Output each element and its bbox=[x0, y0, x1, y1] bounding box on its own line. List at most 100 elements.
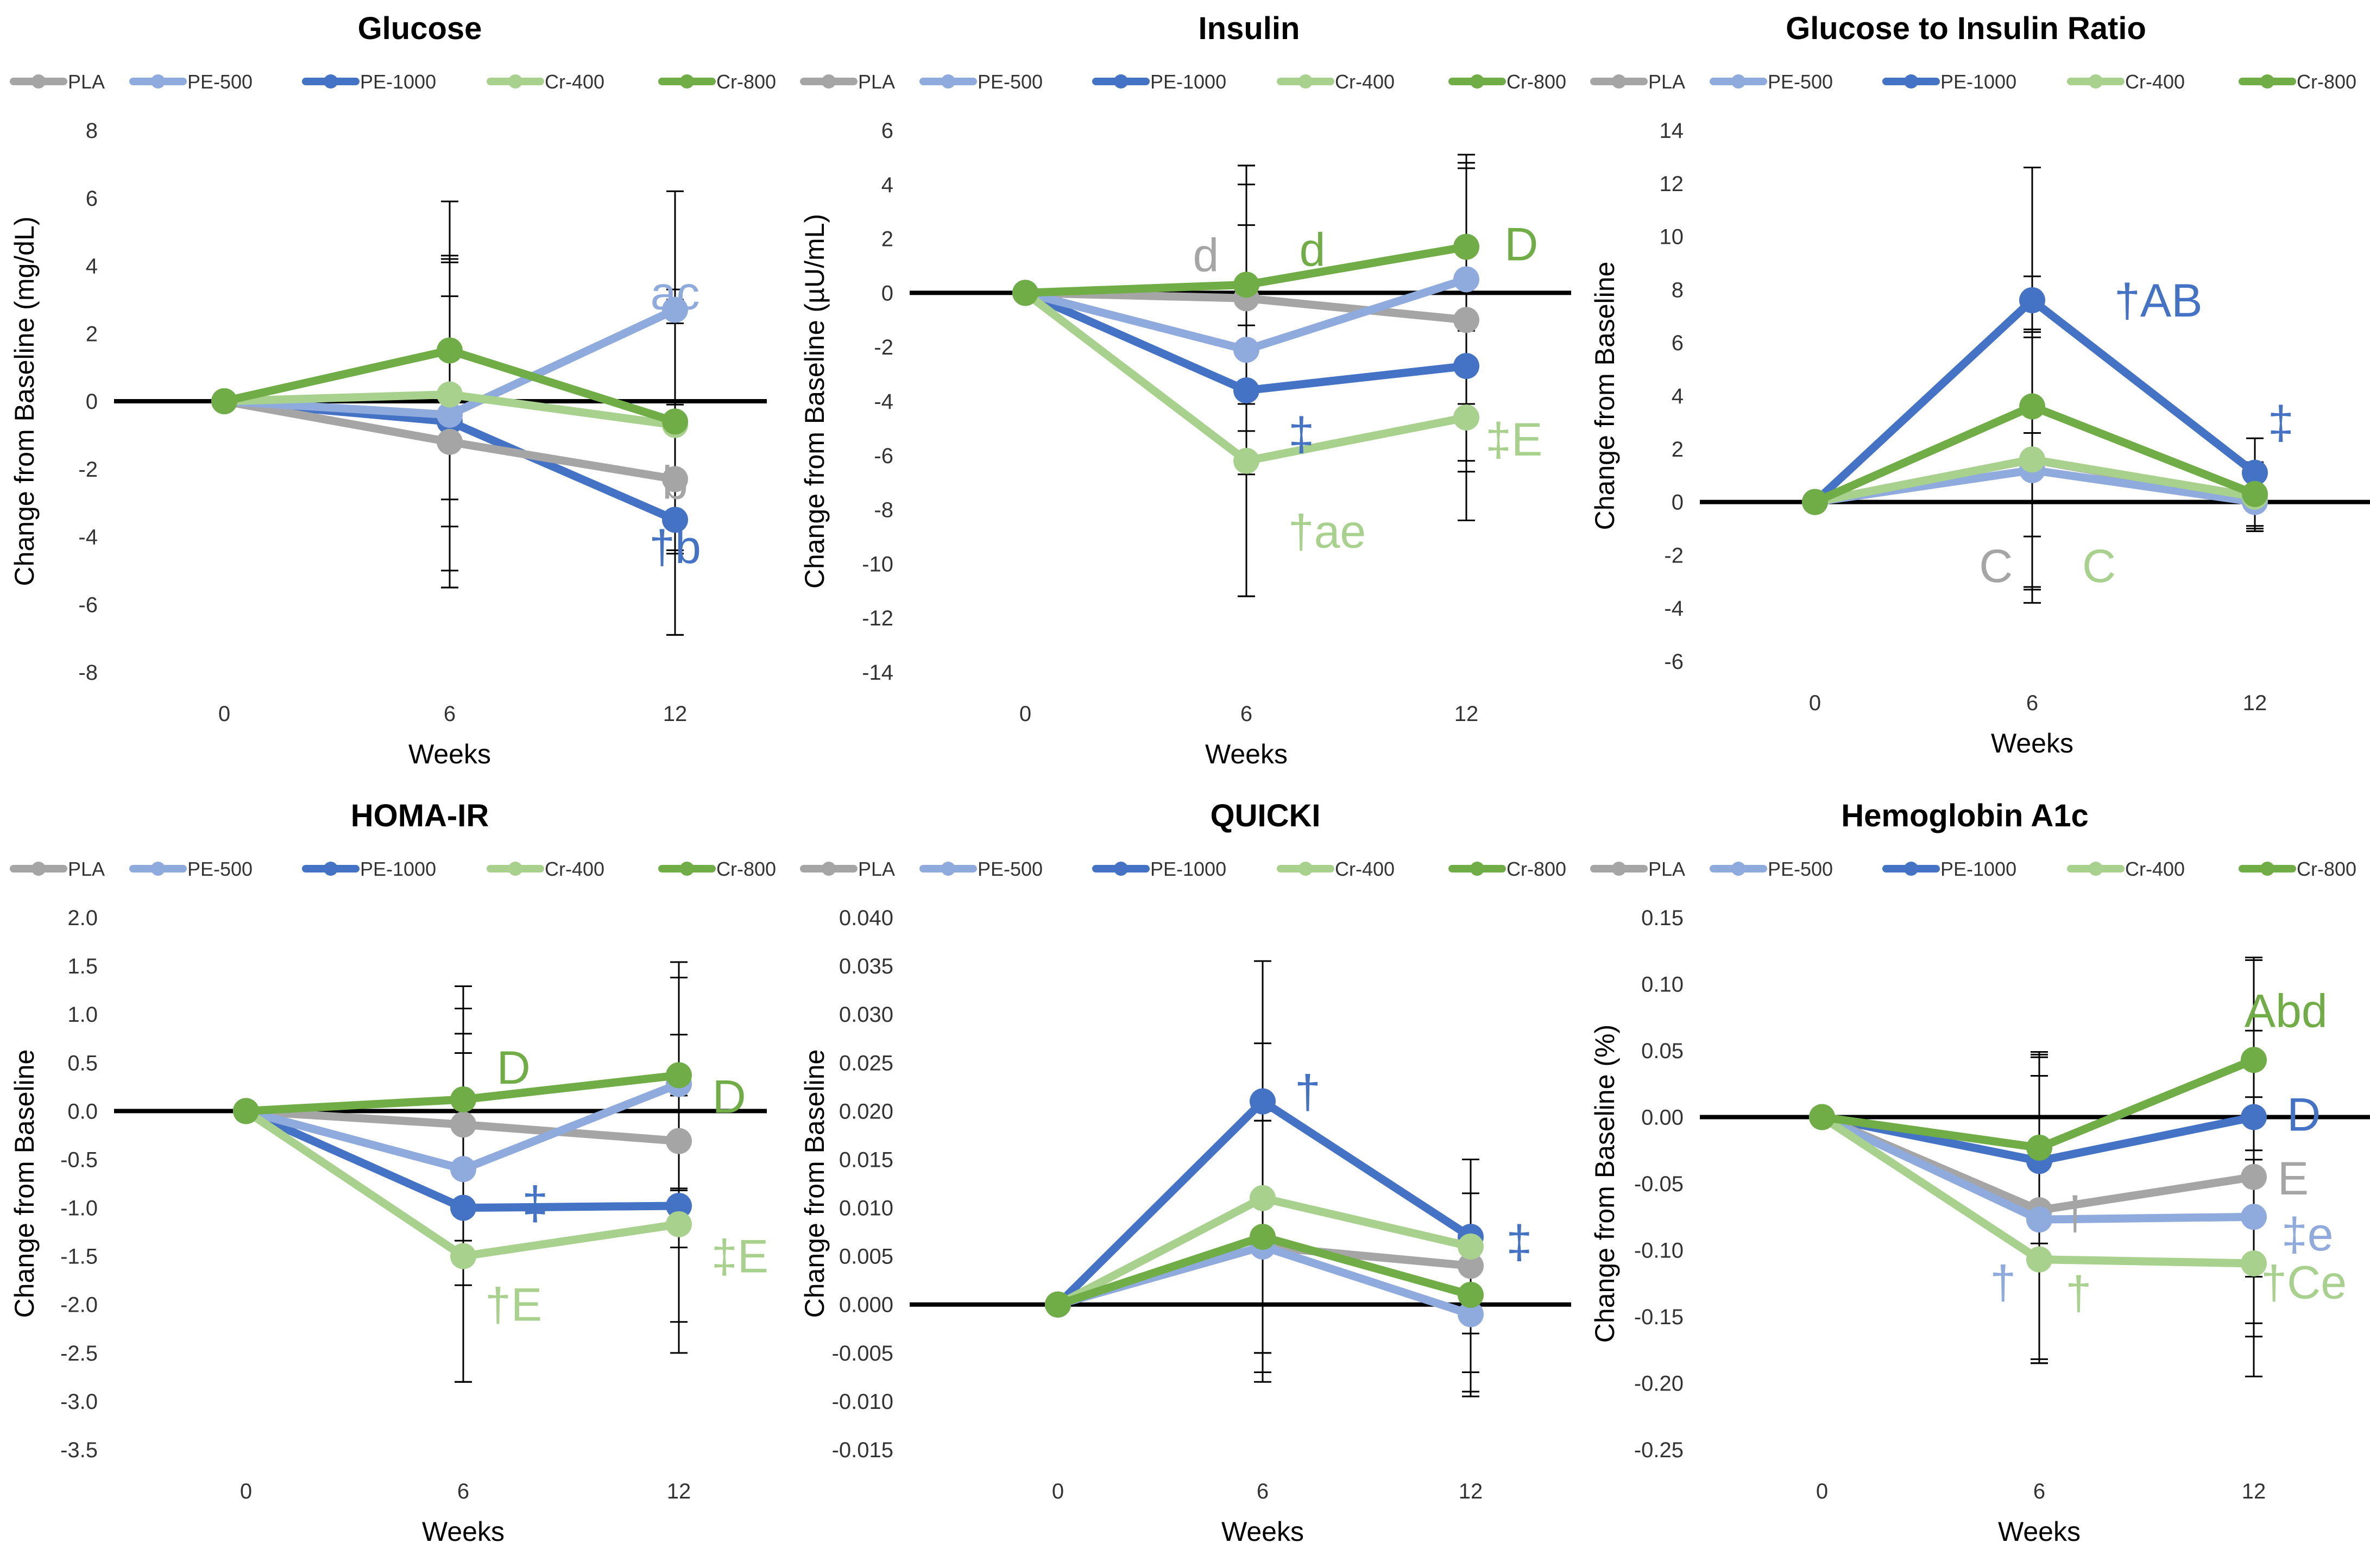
legend-marker-pe-1000 bbox=[324, 74, 338, 88]
chart-panel-quicki: QUICKI PLA PE-500 PE-1000 Cr-400 Cr-800 0.040 0… bbox=[799, 798, 1571, 1547]
y-tick-label: -0.25 bbox=[1634, 1438, 1684, 1462]
y-tick-label: 0.000 bbox=[839, 1293, 893, 1317]
data-point-pla bbox=[1458, 1253, 1484, 1279]
y-axis-label: Change from Baseline (%) bbox=[1590, 1025, 1620, 1343]
legend-label-pe-500: PE-500 bbox=[187, 71, 253, 93]
y-tick-label: 6 bbox=[86, 187, 98, 211]
y-tick-label: 4 bbox=[86, 255, 98, 279]
data-point-cr-800 bbox=[1453, 233, 1479, 260]
y-tick-label: -6 bbox=[1664, 650, 1684, 674]
data-point-pe-1000 bbox=[1250, 1088, 1276, 1115]
y-tick-label: 0.010 bbox=[839, 1197, 893, 1221]
legend-marker-cr-400 bbox=[2089, 74, 2103, 88]
data-point-cr-400 bbox=[666, 1211, 692, 1237]
y-tick-label: 8 bbox=[1672, 278, 1684, 302]
chart-title: Glucose bbox=[358, 11, 482, 46]
legend-label-cr-800: Cr-800 bbox=[716, 858, 776, 880]
x-tick-label: 0 bbox=[1019, 702, 1031, 726]
significance-label: D bbox=[497, 1042, 531, 1094]
legend-label-cr-800: Cr-800 bbox=[2297, 858, 2356, 880]
y-tick-label: -0.15 bbox=[1634, 1305, 1684, 1329]
x-tick-label: 12 bbox=[1459, 1480, 1483, 1503]
significance-label: † bbox=[1990, 1256, 2016, 1308]
significance-label: ‡ bbox=[522, 1178, 548, 1230]
chart-title: HOMA-IR bbox=[351, 798, 489, 833]
x-axis-label: Weeks bbox=[1221, 1516, 1304, 1547]
significance-label: †Ce bbox=[2261, 1256, 2347, 1308]
legend-label-cr-800: Cr-800 bbox=[1507, 858, 1566, 880]
y-tick-label: 0.15 bbox=[1641, 906, 1684, 930]
chart-panel-insulin: Insulin PLA PE-500 PE-1000 Cr-400 Cr-800 6 4 2 0 -… bbox=[799, 11, 1571, 769]
chart-panel-glucose-to-insulin-ratio: Glucose to Insulin Ratio PLA PE-500 PE-1000… bbox=[1590, 11, 2370, 758]
significance-label: C bbox=[2082, 540, 2116, 592]
x-tick-label: 12 bbox=[2242, 1480, 2266, 1503]
x-tick-label: 6 bbox=[444, 702, 456, 726]
data-point-cr-800 bbox=[1012, 280, 1038, 306]
data-point-cr-800 bbox=[1809, 1104, 1835, 1130]
legend-marker-pe-500 bbox=[1731, 862, 1745, 876]
y-tick-label: 0.005 bbox=[839, 1245, 893, 1269]
data-point-pe-1000 bbox=[666, 1192, 692, 1219]
chart-panel-hemoglobin-a1c: Hemoglobin A1c PLA PE-500 PE-1000 Cr-400 Cr-8… bbox=[1590, 798, 2370, 1547]
significance-label: ‡ bbox=[1506, 1216, 1532, 1268]
y-tick-label: -2.0 bbox=[60, 1293, 98, 1317]
x-tick-label: 12 bbox=[663, 702, 688, 726]
data-point-pla bbox=[437, 428, 463, 455]
data-point-cr-800 bbox=[1233, 271, 1259, 298]
data-point-pla bbox=[666, 1128, 692, 1154]
data-point-cr-800 bbox=[211, 388, 237, 414]
y-tick-label: 10 bbox=[1660, 225, 1684, 249]
y-tick-label: 0 bbox=[881, 281, 893, 305]
chart-panel-homa-ir: HOMA-IR PLA PE-500 PE-1000 Cr-400 Cr-800 2.0 1.… bbox=[9, 798, 776, 1547]
significance-label: †ae bbox=[1288, 506, 1366, 558]
y-tick-label: 1.0 bbox=[67, 1003, 98, 1027]
y-tick-label: 2.0 bbox=[67, 906, 98, 930]
data-point-pe-1000 bbox=[2241, 1104, 2267, 1130]
legend-label-cr-400: Cr-400 bbox=[1335, 71, 1395, 93]
legend-label-pla: PLA bbox=[68, 71, 105, 93]
significance-label: D bbox=[713, 1071, 746, 1123]
legend-marker-cr-800 bbox=[680, 862, 694, 876]
legend-label-pe-500: PE-500 bbox=[978, 858, 1043, 880]
series-line-cr-800 bbox=[1818, 1055, 2258, 1152]
legend-marker-pe-1000 bbox=[1114, 862, 1128, 876]
legend-label-pe-1000: PE-1000 bbox=[1940, 858, 2016, 880]
data-point-cr-800 bbox=[450, 1086, 476, 1112]
significance-label: b bbox=[662, 457, 688, 509]
legend-marker-pe-1000 bbox=[324, 862, 338, 876]
y-tick-label: 1.5 bbox=[67, 954, 98, 978]
y-tick-label: 2 bbox=[1672, 438, 1684, 461]
y-tick-label: -6 bbox=[874, 444, 893, 468]
y-tick-label: 6 bbox=[1672, 331, 1684, 355]
data-point-cr-800 bbox=[2026, 1134, 2052, 1161]
chart-title: Glucose to Insulin Ratio bbox=[1786, 11, 2146, 46]
legend-marker-pla bbox=[1612, 74, 1626, 88]
legend-marker-cr-800 bbox=[2260, 74, 2274, 88]
y-tick-label: 0.05 bbox=[1641, 1039, 1684, 1063]
legend-label-pe-500: PE-500 bbox=[978, 71, 1043, 93]
data-point-cr-800 bbox=[2019, 393, 2045, 420]
y-tick-label: 0.10 bbox=[1641, 973, 1684, 997]
data-point-pe-1000 bbox=[662, 507, 688, 533]
y-tick-label: 0.020 bbox=[839, 1099, 893, 1123]
y-tick-label: -1.0 bbox=[60, 1197, 98, 1221]
y-tick-label: 0 bbox=[1672, 491, 1684, 515]
legend-marker-pe-500 bbox=[151, 862, 165, 876]
y-tick-label: -0.5 bbox=[60, 1148, 98, 1172]
x-tick-label: 6 bbox=[457, 1480, 469, 1503]
legend-marker-cr-400 bbox=[508, 74, 522, 88]
data-point-cr-400 bbox=[450, 1243, 476, 1269]
y-tick-label: -0.10 bbox=[1634, 1239, 1684, 1263]
y-tick-label: 0 bbox=[86, 390, 98, 414]
significance-label: † bbox=[2062, 1187, 2088, 1240]
legend-label-pe-500: PE-500 bbox=[187, 858, 253, 880]
legend-label-cr-400: Cr-400 bbox=[545, 71, 604, 93]
data-point-cr-800 bbox=[1802, 489, 1828, 515]
x-tick-label: 6 bbox=[1240, 702, 1252, 726]
data-point-cr-800 bbox=[233, 1098, 259, 1124]
legend-label-pla: PLA bbox=[1648, 858, 1685, 880]
y-axis-label: Change from Baseline (µU/mL) bbox=[799, 214, 830, 589]
y-tick-label: -12 bbox=[862, 606, 893, 630]
y-tick-label: -0.015 bbox=[832, 1438, 893, 1462]
legend-label-pe-1000: PE-1000 bbox=[1150, 71, 1226, 93]
